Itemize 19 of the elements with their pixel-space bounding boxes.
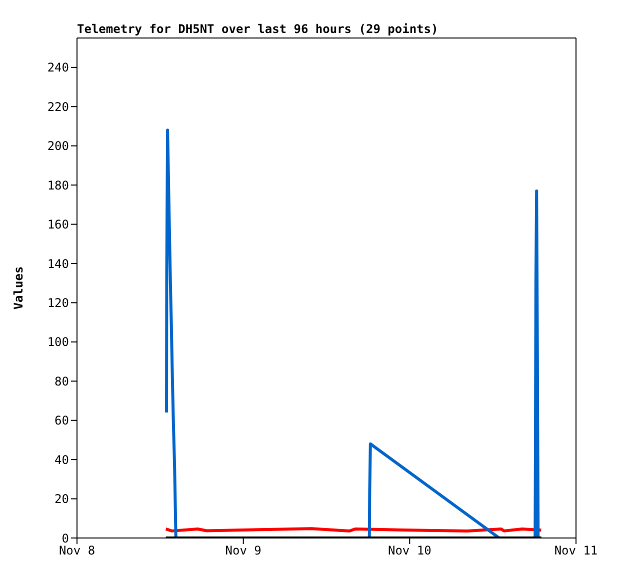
y-tick-label: 220 xyxy=(47,100,69,114)
x-tick-label: Nov 8 xyxy=(58,544,96,558)
y-tick-label: 60 xyxy=(54,414,69,428)
y-tick-label: 160 xyxy=(47,218,69,232)
x-tick-label: Nov 9 xyxy=(225,544,262,558)
y-tick-label: 0 xyxy=(62,531,69,546)
x-tick-label: Nov 11 xyxy=(554,544,598,558)
y-tick-label: 100 xyxy=(47,335,69,350)
y-tick-label: 40 xyxy=(54,452,69,467)
x-tick-label: Nov 10 xyxy=(388,544,432,558)
y-tick-label: 80 xyxy=(54,374,69,388)
y-tick-label: 140 xyxy=(47,256,69,271)
y-tick-label: 120 xyxy=(47,296,69,310)
y-tick-label: 180 xyxy=(47,178,69,192)
y-tick-label: 200 xyxy=(47,139,69,154)
chart-title: Telemetry for DH5NT over last 96 hours (29 points) xyxy=(77,22,438,36)
y-axis-title: Values xyxy=(11,266,26,310)
y-tick-label: 20 xyxy=(54,492,69,506)
y-tick-label: 240 xyxy=(47,60,69,75)
